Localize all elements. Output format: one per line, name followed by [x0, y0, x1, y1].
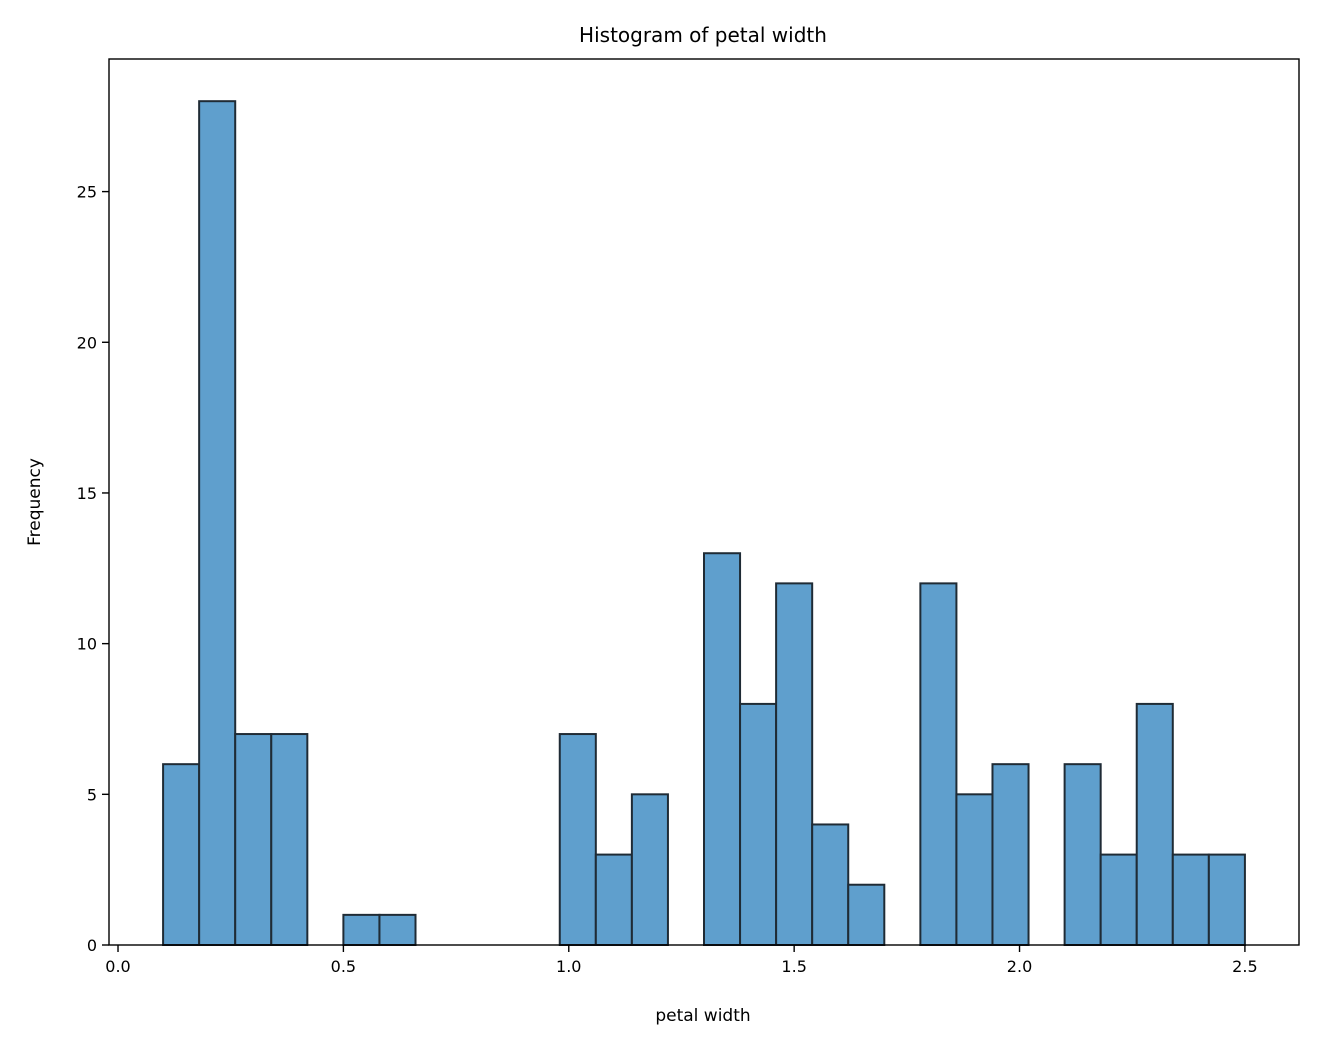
x-axis-ticks: 0.0 0.5 1.0 1.5 2.0 2.5	[105, 945, 1258, 976]
histogram-bar	[847, 883, 886, 946]
chart-title: Histogram of petal width	[579, 23, 827, 47]
histogram-bar	[270, 733, 309, 946]
histogram-bar	[1099, 853, 1138, 947]
histogram-bar	[1171, 853, 1210, 947]
y-axis-ticks: 0 5 10 15 20 25	[77, 183, 109, 955]
y-tick-label: 0	[87, 936, 97, 955]
histogram-bar	[775, 582, 814, 946]
histogram-bar	[739, 702, 778, 946]
x-tick-label: 2.0	[1007, 957, 1032, 976]
histogram-bar	[703, 552, 742, 946]
y-axis-label: Frequency	[25, 458, 45, 546]
y-tick-label: 20	[77, 333, 97, 352]
histogram-bar	[1063, 763, 1102, 946]
histogram-bar	[234, 733, 273, 946]
histogram-bar	[919, 582, 958, 946]
y-tick-label: 15	[77, 484, 97, 503]
histogram-bar	[198, 100, 237, 946]
histogram-bar	[991, 763, 1030, 946]
histogram-bar	[955, 793, 994, 946]
histogram-bar	[558, 733, 597, 946]
x-tick-label: 1.5	[781, 957, 806, 976]
histogram-bar	[1207, 853, 1246, 947]
x-tick-label: 2.5	[1232, 957, 1257, 976]
plot-frame	[108, 58, 1300, 946]
histogram-bar	[811, 823, 850, 947]
histogram-bar	[594, 853, 633, 947]
x-axis-label: petal width	[655, 1006, 750, 1026]
y-tick-label: 5	[87, 785, 97, 804]
x-tick-label: 1.0	[556, 957, 581, 976]
x-tick-label: 0.5	[331, 957, 356, 976]
y-tick-label: 25	[77, 183, 97, 202]
histogram-bar	[630, 793, 669, 946]
histogram-bar	[342, 913, 381, 946]
histogram-bar	[1135, 702, 1174, 946]
histogram-bar	[378, 913, 417, 946]
histogram-bar	[162, 763, 201, 946]
y-tick-label: 10	[77, 635, 97, 654]
x-tick-label: 0.0	[105, 957, 130, 976]
bars-group	[162, 100, 1246, 947]
